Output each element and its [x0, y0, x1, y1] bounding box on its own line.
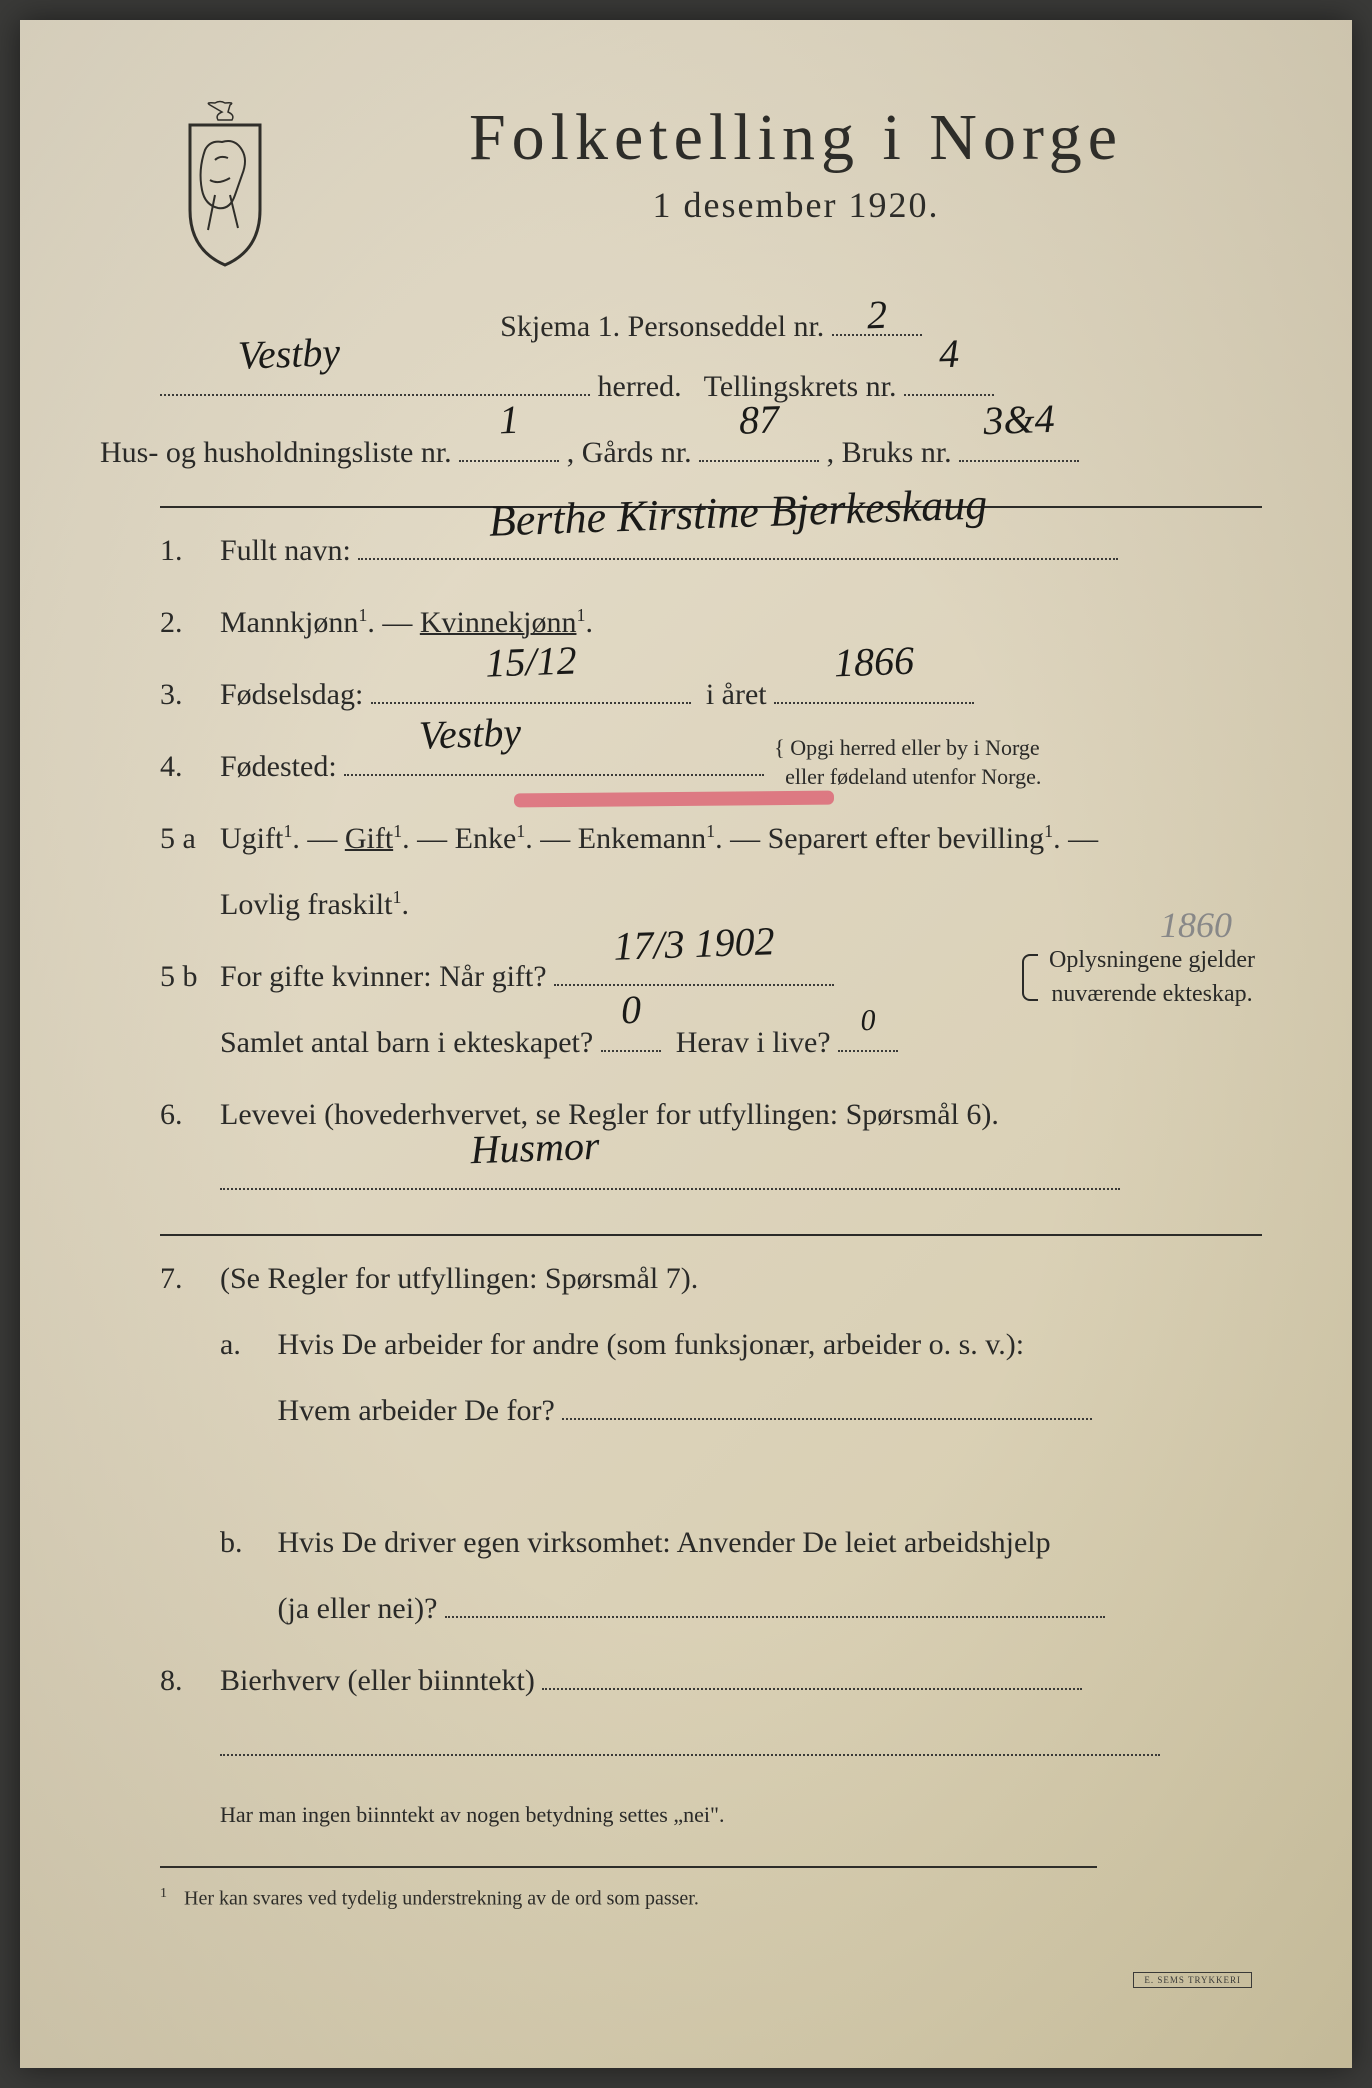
pencil-year: 1860	[1160, 900, 1232, 950]
q8-label: Bierhverv (eller biinntekt)	[220, 1664, 535, 1697]
tellingskrets-field: 4	[904, 394, 994, 396]
q4-line: 4. Fødested: Vestby { Opgi herred eller …	[160, 734, 1262, 800]
q5a-separert: Separert efter bevilling	[768, 822, 1045, 855]
q3-year-value: 1866	[833, 617, 916, 708]
herred-value: Vestby	[236, 308, 341, 400]
hus-label: Hus- og husholdningsliste nr.	[100, 436, 452, 469]
q7-line: 7. (Se Regler for utfyllingen: Spørsmål …	[160, 1246, 1262, 1642]
gards-field: 87	[699, 460, 819, 462]
tellingskrets-value: 4	[937, 310, 960, 399]
q1-num: 1.	[160, 518, 220, 584]
q7b-line2: (ja eller nei)?	[278, 1592, 438, 1625]
q3-label: Fødselsdag:	[220, 678, 363, 711]
q3-num: 3.	[160, 662, 220, 728]
divider-2	[160, 1234, 1262, 1236]
personseddel-nr-field: 2	[832, 334, 922, 336]
footnote: 1 Her kan svares ved tydelig understrekn…	[160, 1886, 1262, 1911]
q5b-l1-label: For gifte kvinner: Når gift?	[220, 960, 547, 993]
q5a-enkemann: Enkemann	[578, 822, 706, 855]
q7-intro: (Se Regler for utfyllingen: Spørsmål 7).	[220, 1262, 698, 1295]
q2-mann: Mannkjønn	[220, 606, 358, 639]
q2-line: 2. Mannkjønn1. — Kvinnekjønn1.	[160, 590, 1262, 656]
q5b-l2-label: Samlet antal barn i ekteskapet?	[220, 1026, 593, 1059]
header: Folketelling i Norge 1 desember 1920.	[160, 100, 1262, 270]
q7a-label: a.	[220, 1312, 270, 1378]
q8-field2	[220, 1754, 1160, 1756]
q6-label: Levevei (hovederhvervet, se Regler for u…	[220, 1098, 999, 1131]
q2-num: 2.	[160, 590, 220, 656]
red-mark	[514, 791, 834, 808]
q1-value: Berthe Kirstine Bjerkeskaug	[488, 457, 990, 571]
q4-field: Vestby	[344, 774, 764, 776]
q1-line: 1. Fullt navn: Berthe Kirstine Bjerkeska…	[160, 518, 1262, 584]
q1-field: Berthe Kirstine Bjerkeskaug	[358, 558, 1118, 560]
tellingskrets-label: Tellingskrets nr.	[704, 370, 897, 403]
q4-note: { Opgi herred eller by i Norge eller fød…	[774, 734, 1041, 791]
q5b-note-block: 1860 Oplysningene gjelder nuværende ekte…	[1022, 944, 1262, 1011]
skjema-label: Skjema 1. Personseddel nr.	[500, 310, 824, 343]
q5a-num: 5 a	[160, 806, 220, 872]
footnote-text: Her kan svares ved tydelig understreknin…	[184, 1888, 699, 1910]
q4-value: Vestby	[418, 688, 523, 780]
q5b-note: Oplysningene gjelder nuværende ekteskap.	[1049, 947, 1255, 1007]
q4-num: 4.	[160, 734, 220, 800]
title-block: Folketelling i Norge 1 desember 1920.	[330, 100, 1262, 226]
q5b-l2b-value: 0	[859, 988, 876, 1054]
q6-value: Husmor	[469, 1102, 601, 1194]
herred-line: Vestby herred. Tellingskrets nr. 4	[160, 354, 1262, 420]
q3-year-label: i året	[706, 678, 767, 711]
q4-label: Fødested:	[220, 750, 337, 783]
q1-label: Fullt navn:	[220, 534, 351, 567]
q5b-l2-field: 0	[601, 1050, 661, 1052]
personseddel-nr-value: 2	[866, 291, 888, 339]
census-form-page: Folketelling i Norge 1 desember 1920. Sk…	[20, 20, 1352, 2068]
q6-line: 6. Levevei (hovederhvervet, se Regler fo…	[160, 1082, 1262, 1214]
q3-line: 3. Fødselsdag: 15/12 i året 1866	[160, 662, 1262, 728]
q5a-ugift: Ugift	[220, 822, 283, 855]
q2-period: .	[585, 606, 593, 639]
printer-stamp: E. SEMS TRYKKERI	[1133, 1972, 1252, 1988]
q5b-line: 5 b For gifte kvinner: Når gift? 17/3 19…	[160, 944, 1262, 1076]
q5a-gift: Gift	[345, 822, 393, 855]
q5b-l2b-field: 0	[838, 1050, 898, 1052]
q7b-label: b.	[220, 1510, 270, 1576]
q5b-l1-field: 17/3 1902	[554, 984, 834, 986]
q7a-line2: Hvem arbeider De for?	[278, 1394, 555, 1427]
gards-value: 87	[738, 375, 781, 464]
divider-3	[160, 1866, 1097, 1868]
q5b-l2b-label: Herav i live?	[676, 1026, 831, 1059]
q5b-num: 5 b	[160, 944, 220, 1010]
hus-value: 1	[498, 376, 521, 465]
q5a-lovlig: Lovlig fraskilt	[220, 888, 392, 921]
q4-note-1: Opgi herred eller by i Norge	[790, 735, 1039, 760]
q2-dash: . —	[367, 606, 412, 639]
q3-year-field: 1866	[774, 702, 974, 704]
q7b-line1: Hvis De driver egen virksomhet: Anvender…	[278, 1526, 1051, 1559]
bruks-value: 3&4	[982, 375, 1056, 465]
shield-svg	[160, 100, 290, 270]
herred-label: herred.	[598, 370, 682, 403]
q5a-enke: Enke	[455, 822, 517, 855]
q6-field: Husmor	[220, 1188, 1120, 1190]
q7a-line1: Hvis De arbeider for andre (som funksjon…	[278, 1328, 1025, 1361]
coat-of-arms-icon	[160, 100, 290, 270]
q5b-l2-value: 0	[619, 966, 642, 1055]
q7b-field	[445, 1616, 1105, 1618]
q4-note-2: eller fødeland utenfor Norge.	[785, 764, 1041, 789]
q8-field	[542, 1688, 1082, 1690]
hus-field: 1	[459, 460, 559, 462]
q8-line: 8. Bierhverv (eller biinntekt) Har man i…	[160, 1648, 1262, 1846]
q8-note: Har man ingen biinntekt av nogen betydni…	[220, 1802, 724, 1827]
footnote-num: 1	[160, 1886, 167, 1901]
herred-field: Vestby	[160, 394, 590, 396]
gards-label: , Gårds nr.	[567, 436, 692, 469]
q7a-field	[562, 1418, 1092, 1420]
q6-num: 6.	[160, 1082, 220, 1148]
subtitle: 1 desember 1920.	[330, 184, 1262, 226]
q8-num: 8.	[160, 1648, 220, 1714]
q7-num: 7.	[160, 1246, 220, 1312]
main-title: Folketelling i Norge	[330, 100, 1262, 176]
